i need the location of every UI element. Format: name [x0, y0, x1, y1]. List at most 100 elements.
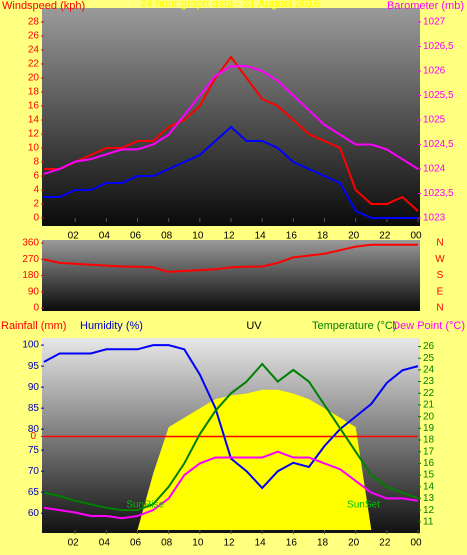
x-tick-label: 06	[130, 231, 142, 242]
compass-label: E	[437, 286, 444, 297]
y-tick-label: 14	[28, 115, 40, 126]
y-tick-label: 270	[22, 254, 39, 265]
x-tick-label: 22	[379, 538, 391, 549]
series-line	[43, 344, 419, 490]
x-tick-label: 18	[317, 231, 329, 242]
y-tick-label: 26	[423, 341, 435, 352]
y-tick-label: 20	[423, 411, 435, 422]
y-tick-label: 10	[28, 143, 40, 154]
y2-axis-label: Barometer (mb)	[387, 0, 464, 12]
chart-title: 24 hour graph data - 31 August 2016	[140, 0, 319, 10]
x-tick-label: 12	[223, 538, 235, 549]
y-tick-label: 360	[22, 238, 39, 249]
y-tick-label: 22	[28, 59, 40, 70]
y-tick-label: 12	[423, 505, 435, 516]
series-line	[43, 243, 418, 273]
y-tick-label: 20	[28, 73, 40, 84]
y-tick-label: 100	[22, 340, 39, 351]
y-tick-label: 95	[28, 361, 40, 372]
x-tick-label: 08	[161, 538, 173, 549]
series-line	[43, 362, 419, 512]
panel-wind	[42, 8, 420, 226]
y-tick-label: 75	[28, 445, 40, 456]
y-tick-label: 1027	[423, 17, 446, 28]
uv-label: UV	[246, 320, 262, 332]
y-tick-label: 1024	[423, 164, 446, 175]
x-tick-label: 04	[99, 538, 111, 549]
y-tick-label: 28	[28, 17, 40, 28]
y-tick-label: 85	[28, 403, 40, 414]
y-tick-label: 25	[423, 353, 435, 364]
series-line	[43, 65, 419, 175]
y-tick-label: 18	[28, 87, 40, 98]
y-tick-label: 8	[33, 157, 39, 168]
x-tick-label: 08	[161, 231, 173, 242]
y-tick-label: 26	[28, 31, 40, 42]
y-tick-label: 0	[33, 213, 39, 224]
compass-label: S	[437, 270, 444, 281]
series-line	[43, 450, 419, 520]
y-tick-label: 80	[28, 424, 40, 435]
y-tick-label: 19	[423, 423, 435, 434]
y-tick-label: 2	[33, 199, 39, 210]
y-tick-label: 60	[28, 508, 40, 519]
y-tick-label: 11	[423, 516, 434, 527]
x-tick-label: 00	[410, 231, 422, 242]
x-tick-label: 12	[223, 231, 235, 242]
y-tick-label: 15	[423, 470, 435, 481]
series-line	[44, 125, 418, 219]
y-tick-label: 16	[28, 101, 40, 112]
panel-direction	[42, 240, 420, 311]
rain-label: Rainfall (mm)	[1, 320, 66, 332]
y-tick-label: 1024,5	[423, 139, 454, 150]
rain-tick-label: 0	[30, 431, 36, 442]
annotation: SunSet	[347, 500, 380, 511]
x-tick-label: 22	[379, 231, 391, 242]
x-tick-label: 20	[348, 231, 360, 242]
compass-label: N	[436, 303, 443, 314]
x-tick-label: 02	[68, 231, 80, 242]
y-tick-label: 22	[423, 388, 435, 399]
y-axis-label: Windspeed (kph)	[2, 0, 85, 12]
x-tick-label: 10	[192, 231, 204, 242]
x-tick-label: 02	[68, 538, 80, 549]
y-tick-label: 90	[28, 382, 40, 393]
y-tick-label: 65	[28, 487, 40, 498]
y-tick-label: 13	[423, 493, 435, 504]
y-tick-label: 1025,5	[423, 90, 454, 101]
x-tick-label: 20	[348, 538, 360, 549]
x-tick-label: 16	[286, 538, 298, 549]
x-tick-label: 14	[255, 538, 267, 549]
y-tick-label: 1026,5	[423, 41, 454, 52]
y-tick-label: 1023	[423, 213, 446, 224]
y-tick-label: 14	[423, 481, 435, 492]
y-tick-label: 23	[423, 376, 435, 387]
y-tick-label: 1025	[423, 115, 446, 126]
y-tick-label: 70	[28, 466, 40, 477]
y-tick-label: 16	[423, 458, 435, 469]
y-tick-label: 6	[33, 171, 39, 182]
uv-area	[44, 389, 418, 530]
y-tick-label: 21	[423, 400, 435, 411]
y-tick-label: 1026	[423, 66, 446, 77]
y-tick-label: 1023,5	[423, 188, 454, 199]
x-tick-label: 14	[255, 231, 267, 242]
y-tick-label: 180	[22, 270, 39, 281]
y-tick-label: 18	[423, 435, 435, 446]
x-tick-label: 00	[410, 538, 422, 549]
y-tick-label: 17	[423, 446, 435, 457]
x-tick-label: 06	[130, 538, 142, 549]
humidity-label: Humidity (%)	[80, 320, 143, 332]
dewpoint-label: Dew Point (°C)	[392, 320, 465, 332]
y-tick-label: 4	[33, 185, 39, 196]
x-tick-label: 18	[317, 538, 329, 549]
y-tick-label: 24	[28, 45, 40, 56]
y-tick-label: 24	[423, 365, 435, 376]
compass-label: N	[436, 238, 443, 249]
y-tick-label: 12	[28, 129, 40, 140]
x-tick-label: 16	[286, 231, 298, 242]
compass-label: W	[435, 254, 445, 265]
y-tick-label: 0	[33, 303, 39, 314]
x-tick-label: 10	[192, 538, 204, 549]
